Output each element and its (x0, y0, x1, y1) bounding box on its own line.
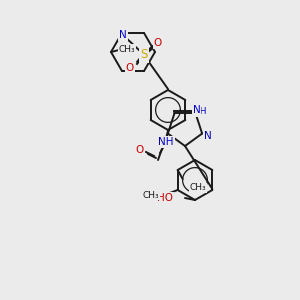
Text: O: O (154, 38, 162, 48)
Text: 1H: 1H (195, 107, 208, 116)
Text: N: N (119, 30, 127, 40)
Text: NH: NH (158, 137, 174, 147)
Text: N: N (204, 130, 212, 141)
Text: CH₃: CH₃ (119, 44, 135, 53)
Text: CH₃: CH₃ (190, 184, 206, 193)
Text: O: O (126, 63, 134, 73)
Text: N: N (193, 105, 200, 116)
Text: HO: HO (157, 193, 173, 203)
Text: O: O (136, 145, 144, 155)
Text: S: S (140, 48, 148, 62)
Text: CH₃: CH₃ (142, 190, 159, 200)
